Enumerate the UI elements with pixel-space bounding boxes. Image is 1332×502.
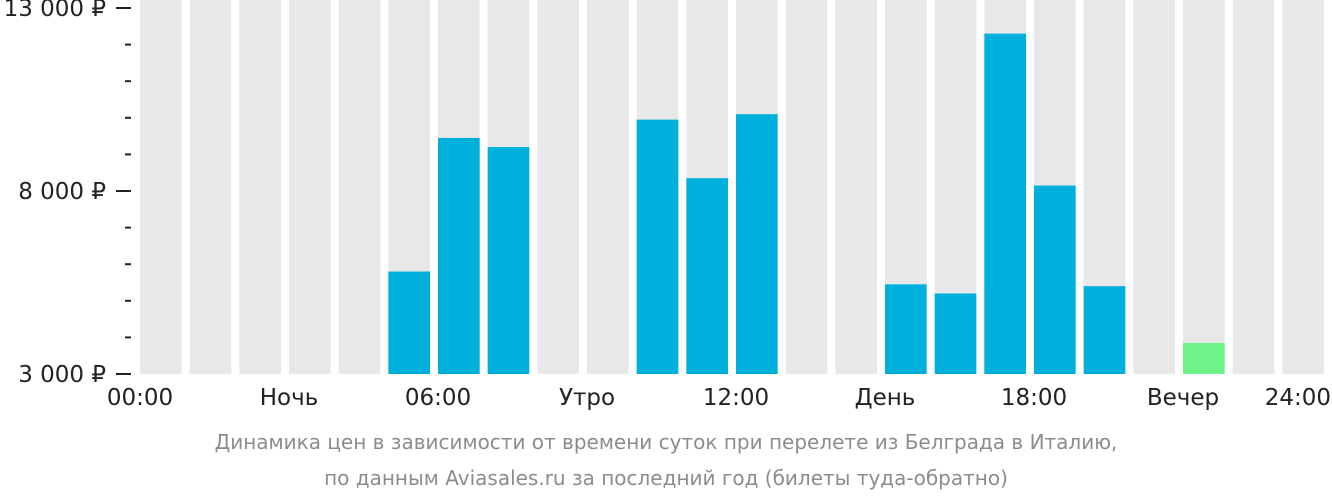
bar[interactable] — [388, 271, 430, 374]
x-tick-label: 00:00 — [107, 385, 173, 411]
background-column — [338, 0, 381, 374]
background-column — [289, 0, 331, 374]
background-column — [1232, 0, 1275, 374]
chart-caption-line-2: по данным Aviasales.ru за последний год … — [324, 466, 1008, 490]
background-column — [1282, 0, 1324, 374]
background-column — [587, 0, 629, 374]
background-column — [1133, 0, 1175, 374]
x-tick-label: 06:00 — [405, 385, 471, 411]
x-tick-label: Утро — [559, 385, 615, 411]
chart-caption-line-1: Динамика цен в зависимости от времени су… — [214, 430, 1118, 454]
y-axis: 13 000 ₽ 8 000 ₽ 3 000 ₽ — [4, 0, 131, 388]
x-tick-label: 12:00 — [703, 385, 769, 411]
bar[interactable] — [934, 293, 977, 374]
bar[interactable] — [885, 284, 927, 374]
bar[interactable] — [984, 33, 1026, 375]
bar[interactable] — [1034, 185, 1076, 374]
background-column — [1183, 0, 1225, 374]
bar[interactable] — [736, 114, 778, 374]
background-column — [537, 0, 579, 374]
background-column — [239, 0, 281, 374]
bar[interactable] — [636, 119, 679, 374]
y-tick-label: 3 000 ₽ — [18, 362, 106, 388]
bar[interactable] — [487, 147, 530, 374]
x-tick-label: 24:00 — [1265, 385, 1331, 411]
background-column — [835, 0, 877, 374]
bar[interactable] — [438, 137, 480, 374]
bars — [388, 33, 1225, 375]
x-tick-label: 18:00 — [1001, 385, 1067, 411]
y-tick-label: 8 000 ₽ — [18, 179, 106, 205]
x-tick-label: Вечер — [1147, 385, 1219, 411]
price-by-hour-chart: 13 000 ₽ 8 000 ₽ 3 000 ₽ 00:00 Ночь 06:00 Утр… — [4, 0, 1331, 411]
bar[interactable] — [1083, 286, 1126, 374]
background-column — [140, 0, 182, 374]
x-tick-label: Ночь — [260, 385, 319, 411]
background-column — [785, 0, 828, 374]
x-tick-label: День — [855, 385, 916, 411]
x-axis: 00:00 Ночь 06:00 Утро 12:00 День 18:00 Вечер 24:… — [107, 385, 1331, 411]
bar[interactable] — [686, 178, 728, 374]
y-tick-label: 13 000 ₽ — [4, 0, 106, 22]
background-column — [189, 0, 232, 374]
background-columns — [140, 0, 1324, 374]
bar-cheapest[interactable] — [1183, 342, 1225, 374]
